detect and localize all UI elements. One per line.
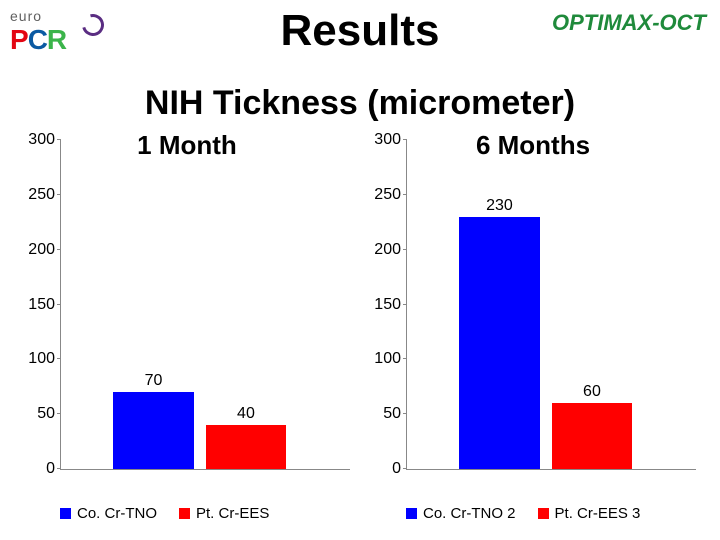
y-tick [403, 413, 407, 414]
legend-swatch [406, 508, 417, 519]
y-axis-label: 100 [15, 350, 55, 368]
y-tick [403, 468, 407, 469]
legend-item: Pt. Cr-EES 3 [538, 505, 641, 522]
chart-1-month: 1 Month 7040 050100150200250300 Co. Cr-T… [14, 130, 360, 530]
y-axis-label: 50 [15, 405, 55, 423]
page-subtitle: NIH Tickness (micrometer) [0, 84, 720, 123]
legend-swatch [179, 508, 190, 519]
legend-swatch [538, 508, 549, 519]
bar-value-label: 230 [469, 197, 529, 215]
bar-value-label: 40 [216, 405, 276, 423]
y-tick [57, 468, 61, 469]
legend-swatch [60, 508, 71, 519]
legend-item: Pt. Cr-EES [179, 505, 269, 522]
bars-right: 230 60 [407, 140, 696, 469]
y-tick [403, 194, 407, 195]
y-tick [57, 358, 61, 359]
plot-area-left: 7040 050100150200250300 [60, 140, 350, 470]
slide: euro PCR Results OPTIMAX-OCT NIH Ticknes… [0, 0, 720, 540]
y-tick [403, 358, 407, 359]
legend-label: Co. Cr-TNO 2 [423, 505, 516, 522]
bar [113, 392, 194, 469]
y-axis-label: 250 [361, 186, 401, 204]
bar-value-label: 60 [562, 383, 622, 401]
y-axis-label: 0 [15, 460, 55, 478]
brand-label: OPTIMAX-OCT [552, 10, 706, 36]
plot-area-right: 23060 050100150200250300 [406, 140, 696, 470]
y-axis-label: 150 [361, 296, 401, 314]
y-tick [403, 304, 407, 305]
legend-item: Co. Cr-TNO [60, 505, 157, 522]
y-axis-label: 150 [15, 296, 55, 314]
legend-left: Co. Cr-TNO Pt. Cr-EES [60, 505, 350, 522]
legend-item: Co. Cr-TNO 2 [406, 505, 516, 522]
y-tick [57, 194, 61, 195]
bar [459, 217, 540, 469]
bar [206, 425, 287, 469]
y-tick [57, 139, 61, 140]
y-axis-label: 250 [15, 186, 55, 204]
bars-left: 70 40 [61, 140, 350, 469]
legend-label: Pt. Cr-EES 3 [555, 505, 641, 522]
y-axis-label: 50 [361, 405, 401, 423]
bar-value-label: 70 [123, 372, 183, 390]
chart-6-months: 6 Months 23060 050100150200250300 Co. Cr… [360, 130, 706, 530]
legend-right: Co. Cr-TNO 2 Pt. Cr-EES 3 [406, 505, 696, 522]
y-axis-label: 200 [15, 241, 55, 259]
y-tick [57, 304, 61, 305]
y-tick [57, 249, 61, 250]
y-axis-label: 300 [361, 131, 401, 149]
bar [552, 403, 633, 469]
charts-container: 1 Month 7040 050100150200250300 Co. Cr-T… [14, 130, 706, 530]
y-axis-label: 100 [361, 350, 401, 368]
legend-label: Pt. Cr-EES [196, 505, 269, 522]
y-tick [403, 139, 407, 140]
y-axis-label: 300 [15, 131, 55, 149]
y-tick [403, 249, 407, 250]
y-axis-label: 200 [361, 241, 401, 259]
y-axis-label: 0 [361, 460, 401, 478]
y-tick [57, 413, 61, 414]
legend-label: Co. Cr-TNO [77, 505, 157, 522]
